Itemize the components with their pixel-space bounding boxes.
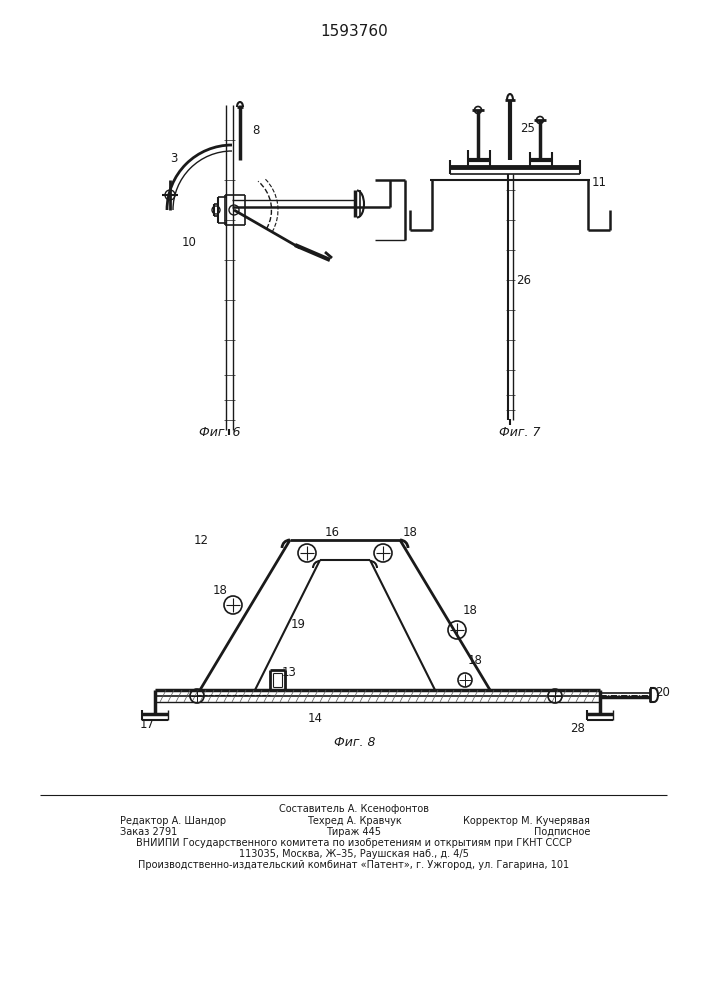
Text: Фиг. 6: Фиг. 6 bbox=[199, 426, 241, 438]
Text: Фиг. 8: Фиг. 8 bbox=[334, 736, 375, 748]
Text: 26: 26 bbox=[516, 273, 531, 286]
Text: 113035, Москва, Ж–35, Раушская наб., д. 4/5: 113035, Москва, Ж–35, Раушская наб., д. … bbox=[239, 849, 469, 859]
Text: 11: 11 bbox=[592, 176, 607, 188]
Text: Подписное: Подписное bbox=[534, 827, 590, 837]
Text: 12: 12 bbox=[194, 534, 209, 546]
Text: 14: 14 bbox=[308, 712, 322, 724]
Text: 10: 10 bbox=[182, 235, 197, 248]
Text: 20: 20 bbox=[655, 686, 670, 698]
Text: Фиг. 7: Фиг. 7 bbox=[499, 426, 541, 438]
Text: Тираж 445: Тираж 445 bbox=[327, 827, 382, 837]
Text: Производственно-издательский комбинат «Патент», г. Ужгород, ул. Гагарина, 101: Производственно-издательский комбинат «П… bbox=[139, 860, 570, 870]
Text: 18: 18 bbox=[403, 526, 418, 538]
Text: 25: 25 bbox=[520, 121, 535, 134]
Text: 18: 18 bbox=[463, 603, 478, 616]
Text: Техред А. Кравчук: Техред А. Кравчук bbox=[307, 816, 402, 826]
Text: Редактор А. Шандор: Редактор А. Шандор bbox=[120, 816, 226, 826]
Text: 18: 18 bbox=[468, 654, 483, 666]
Text: 17: 17 bbox=[140, 718, 155, 732]
Text: Корректор М. Кучерявая: Корректор М. Кучерявая bbox=[463, 816, 590, 826]
Text: 18: 18 bbox=[213, 584, 228, 596]
Text: 1593760: 1593760 bbox=[320, 24, 388, 39]
Text: Составитель А. Ксенофонтов: Составитель А. Ксенофонтов bbox=[279, 804, 429, 814]
Text: 3: 3 bbox=[170, 151, 177, 164]
Text: ВНИИПИ Государственного комитета по изобретениям и открытиям при ГКНТ СССР: ВНИИПИ Государственного комитета по изоб… bbox=[136, 838, 572, 848]
Text: 28: 28 bbox=[570, 722, 585, 734]
Text: 8: 8 bbox=[252, 123, 259, 136]
Text: 16: 16 bbox=[325, 526, 340, 540]
Text: Заказ 2791: Заказ 2791 bbox=[120, 827, 177, 837]
Text: 19: 19 bbox=[291, 618, 306, 632]
Text: 13: 13 bbox=[282, 666, 297, 678]
